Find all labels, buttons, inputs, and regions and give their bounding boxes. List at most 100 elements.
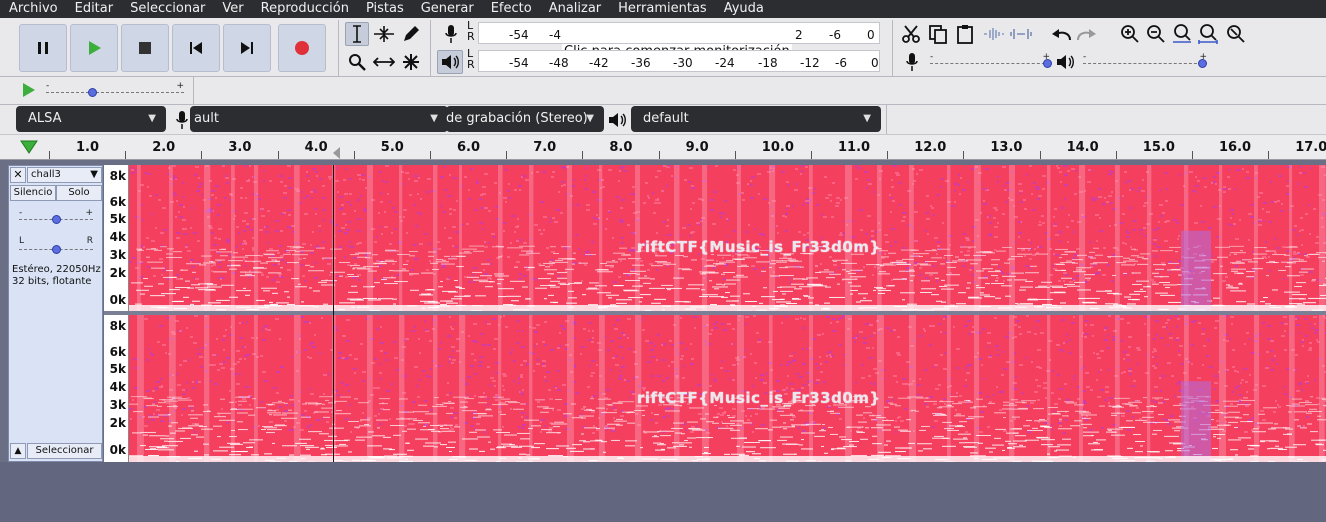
play-meter[interactable]: -54 -48 -42 -36 -30 -24 -18 -12 -6 0 [478,50,880,72]
ruler-label: 2.0 [152,140,176,155]
ruler-tick [887,151,889,159]
menu-pistas[interactable]: Pistas [365,1,404,16]
record-meter-mic[interactable] [439,22,463,46]
channel-separator [104,311,1326,315]
spectrogram-left-channel[interactable]: riftCTF{Music_is_Fr33d0m} [129,165,1326,311]
pause-button[interactable] [19,24,67,72]
ruler-label: 14.0 [1066,140,1099,155]
frequency-label: 2k [109,416,126,430]
stop-button[interactable] [121,24,169,72]
microphone-icon [445,25,457,43]
frequency-label: 0k [109,443,126,457]
meter-tick: -6 [835,56,847,70]
stop-icon [139,42,151,54]
speaker-icon [1057,55,1074,69]
draw-tool[interactable] [399,22,423,46]
copy-button[interactable] [926,22,950,46]
menu-reproduccion[interactable]: Reproducción [260,1,349,16]
undo-button[interactable] [1049,22,1073,46]
solo-button[interactable]: Solo [56,185,102,201]
paste-button[interactable] [953,22,977,46]
redo-button[interactable] [1075,22,1099,46]
envelope-tool[interactable] [372,22,396,46]
menu-herramientas[interactable]: Herramientas [618,1,707,16]
zoom-tool[interactable] [345,50,369,74]
timeline-ruler[interactable]: 1.0 2.0 3.0 4.0 5.0 6.0 7.0 8.0 9.0 10.0 11.0 12.0 1… [0,134,1326,160]
menu-seleccionar[interactable]: Seleccionar [130,1,206,16]
menu-archivo[interactable]: Archivo [9,1,58,16]
trim-button[interactable] [981,22,1007,46]
slider-knob[interactable] [52,245,61,254]
track-name-menu[interactable]: chall3 ▼ [27,167,102,183]
zoom-in-button[interactable] [1118,22,1142,46]
ruler-label: 4.0 [304,140,328,155]
chevron-down-icon: ▼ [586,113,594,124]
selection-tool[interactable] [345,22,369,46]
slider-knob[interactable] [52,215,61,224]
gain-minus: - [19,208,23,218]
meter-tick: -48 [549,56,569,70]
ruler-label: 5.0 [380,140,404,155]
zoom-toggle-button[interactable] [1224,22,1248,46]
ruler-label: 10.0 [761,140,794,155]
record-button[interactable] [278,24,326,72]
zoom-out-button[interactable] [1144,22,1168,46]
recording-channels-dropdown[interactable]: de grabación (Stereo) ▼ [446,106,604,132]
zoom-in-icon [1121,25,1139,43]
playback-device-dropdown[interactable]: default ▼ [631,106,881,132]
ruler-tick [1039,151,1041,159]
menu-efecto[interactable]: Efecto [490,1,532,16]
spectrogram-right-channel[interactable]: riftCTF{Music_is_Fr33d0m} [129,315,1326,462]
menu-generar[interactable]: Generar [420,1,474,16]
speaker-icon [442,55,459,69]
fit-project-button[interactable] [1196,22,1220,46]
meter-tick: 2 [795,28,803,42]
play-at-speed-button[interactable] [16,78,40,102]
audio-host-dropdown[interactable]: ALSA ▼ [16,106,166,132]
fit-selection-button[interactable] [1170,22,1194,46]
pause-icon [38,42,48,54]
chevron-down-icon: ▼ [430,113,438,124]
pinned-play-head-icon[interactable] [20,139,38,155]
ibeam-icon [353,25,361,43]
play-meter-speaker[interactable] [437,50,463,74]
multi-tool[interactable] [399,50,423,74]
play-speed-slider[interactable]: - + [46,81,184,99]
hidden-flag-text: riftCTF{Music_is_Fr33d0m} [637,238,881,256]
mute-button[interactable]: Silencio [10,185,56,201]
play-button[interactable] [70,24,118,72]
collapse-track-button[interactable]: ▲ [10,443,26,459]
chevron-down-icon: ▼ [90,169,98,180]
zoom-toggle-icon [1227,25,1245,43]
recording-device-dropdown[interactable]: ault ▼ [190,106,448,132]
pencil-icon [404,26,419,41]
menu-ayuda[interactable]: Ayuda [723,1,764,16]
menu-editar[interactable]: Editar [74,1,114,16]
record-meter[interactable]: -54 -4 2 -6 0 [478,22,880,44]
silence-button[interactable] [1008,22,1034,46]
ruler-label: 8.0 [609,140,633,155]
menu-ver[interactable]: Ver [222,1,244,16]
gain-slider[interactable]: - + [19,208,93,226]
ruler-tick [506,151,508,159]
microphone-icon [906,53,918,71]
slider-knob[interactable] [1043,59,1052,68]
frequency-label: 6k [109,345,126,359]
skip-start-button[interactable] [172,24,220,72]
cut-button[interactable] [899,22,923,46]
meter-tick: -54 [509,28,529,42]
frequency-label: 4k [109,380,126,394]
select-track-button[interactable]: Seleccionar [27,443,102,459]
pan-slider[interactable]: L R [19,236,93,256]
slider-knob[interactable] [88,88,97,97]
chevron-down-icon: ▼ [148,113,156,124]
record-volume-slider[interactable]: - + [930,52,1052,70]
playhead-marker-icon [333,147,340,159]
skip-end-button[interactable] [223,24,271,72]
menu-analizar[interactable]: Analizar [548,1,602,16]
timeshift-tool[interactable] [372,50,396,74]
playback-volume-slider[interactable]: - + [1083,52,1207,70]
slider-knob[interactable] [1198,59,1207,68]
close-track-button[interactable]: ✕ [10,167,26,183]
fit-project-icon [1198,24,1218,44]
